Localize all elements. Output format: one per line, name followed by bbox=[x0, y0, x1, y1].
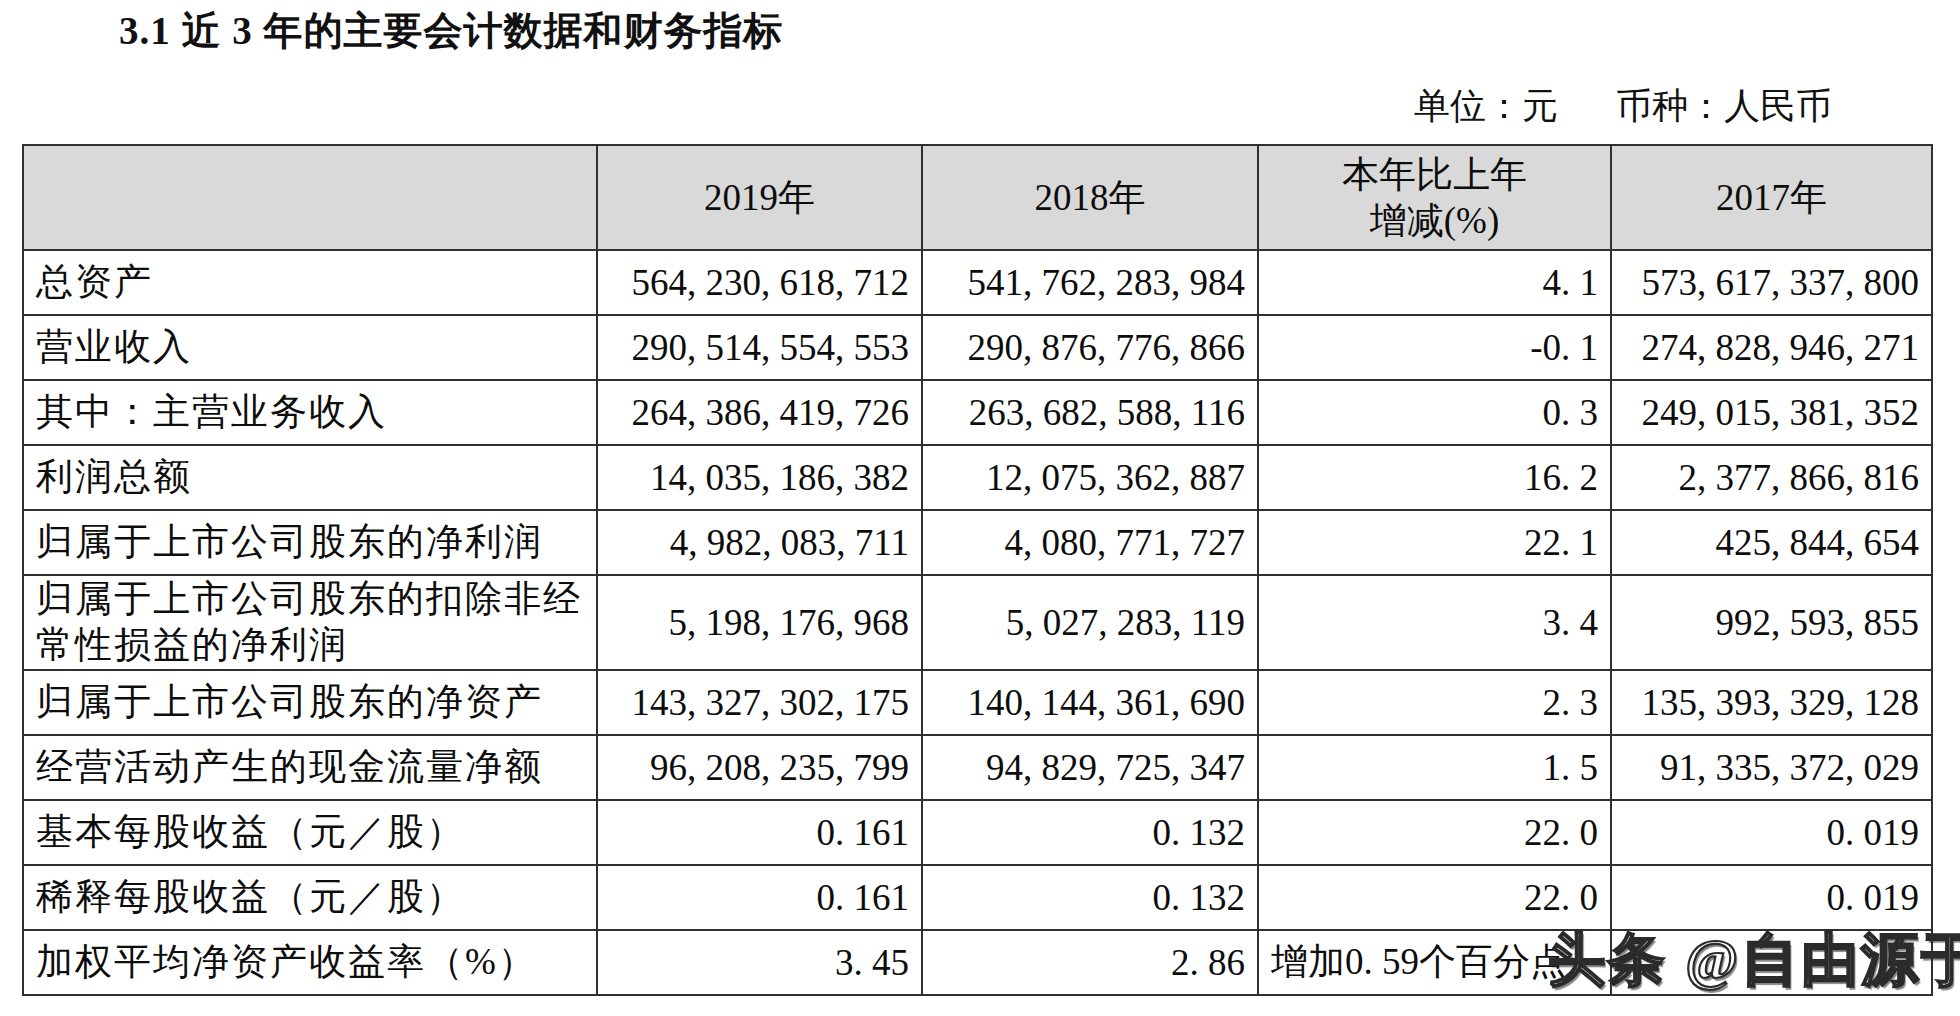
value-2018: 290, 876, 776, 866 bbox=[922, 315, 1258, 380]
value-2019: 96, 208, 235, 799 bbox=[597, 735, 922, 800]
row-label: 稀释每股收益（元／股） bbox=[23, 865, 597, 930]
value-2017: 0. 019 bbox=[1611, 865, 1932, 930]
value-2017: 135, 393, 329, 128 bbox=[1611, 670, 1932, 735]
row-label: 总资产 bbox=[23, 250, 597, 315]
table-row: 经营活动产生的现金流量净额 96, 208, 235, 799 94, 829,… bbox=[23, 735, 1932, 800]
value-2017: 91, 335, 372, 029 bbox=[1611, 735, 1932, 800]
value-2018: 94, 829, 725, 347 bbox=[922, 735, 1258, 800]
table-row: 营业收入 290, 514, 554, 553 290, 876, 776, 8… bbox=[23, 315, 1932, 380]
value-2017: 573, 617, 337, 800 bbox=[1611, 250, 1932, 315]
value-2017: 992, 593, 855 bbox=[1611, 575, 1932, 670]
header-cell-2018: 2018年 bbox=[922, 145, 1258, 250]
header-cell-2019: 2019年 bbox=[597, 145, 922, 250]
table-row: 稀释每股收益（元／股） 0. 161 0. 132 22. 0 0. 019 bbox=[23, 865, 1932, 930]
value-change: 0. 3 bbox=[1258, 380, 1611, 445]
row-label: 归属于上市公司股东的净利润 bbox=[23, 510, 597, 575]
value-2019: 143, 327, 302, 175 bbox=[597, 670, 922, 735]
value-change: 22. 1 bbox=[1258, 510, 1611, 575]
unit-label: 单位：元 bbox=[1414, 82, 1558, 131]
row-label: 归属于上市公司股东的净资产 bbox=[23, 670, 597, 735]
value-2019: 14, 035, 186, 382 bbox=[597, 445, 922, 510]
table-row: 归属于上市公司股东的扣除非经常性损益的净利润 5, 198, 176, 968 … bbox=[23, 575, 1932, 670]
value-2019: 264, 386, 419, 726 bbox=[597, 380, 922, 445]
document-page: 3.1 近 3 年的主要会计数据和财务指标 单位：元 币种：人民币 2019年 … bbox=[0, 0, 1960, 1016]
value-2019: 4, 982, 083, 711 bbox=[597, 510, 922, 575]
value-change: 3. 4 bbox=[1258, 575, 1611, 670]
value-2018: 4, 080, 771, 727 bbox=[922, 510, 1258, 575]
value-2018: 12, 075, 362, 887 bbox=[922, 445, 1258, 510]
value-2018: 541, 762, 283, 984 bbox=[922, 250, 1258, 315]
value-2018: 2. 86 bbox=[922, 930, 1258, 995]
table-row: 总资产 564, 230, 618, 712 541, 762, 283, 98… bbox=[23, 250, 1932, 315]
value-2019: 0. 161 bbox=[597, 800, 922, 865]
value-2017: 249, 015, 381, 352 bbox=[1611, 380, 1932, 445]
value-2019: 5, 198, 176, 968 bbox=[597, 575, 922, 670]
value-2017: 425, 844, 654 bbox=[1611, 510, 1932, 575]
header-cell-change: 本年比上年 增减(%) bbox=[1258, 145, 1611, 250]
value-2017: 0. 019 bbox=[1611, 800, 1932, 865]
table-row: 利润总额 14, 035, 186, 382 12, 075, 362, 887… bbox=[23, 445, 1932, 510]
page-title: 3.1 近 3 年的主要会计数据和财务指标 bbox=[119, 4, 784, 58]
header-change-line2: 增减(%) bbox=[1271, 198, 1598, 244]
value-change: 22. 0 bbox=[1258, 800, 1611, 865]
table-row: 归属于上市公司股东的净利润 4, 982, 083, 711 4, 080, 7… bbox=[23, 510, 1932, 575]
table-row: 其中：主营业务收入 264, 386, 419, 726 263, 682, 5… bbox=[23, 380, 1932, 445]
row-label: 基本每股收益（元／股） bbox=[23, 800, 597, 865]
value-change: 1. 5 bbox=[1258, 735, 1611, 800]
value-change: -0. 1 bbox=[1258, 315, 1611, 380]
row-label: 其中：主营业务收入 bbox=[23, 380, 597, 445]
row-label: 归属于上市公司股东的扣除非经常性损益的净利润 bbox=[23, 575, 597, 670]
value-change: 4. 1 bbox=[1258, 250, 1611, 315]
row-label: 加权平均净资产收益率（%） bbox=[23, 930, 597, 995]
row-label: 营业收入 bbox=[23, 315, 597, 380]
value-2018: 5, 027, 283, 119 bbox=[922, 575, 1258, 670]
financial-indicators-table: 2019年 2018年 本年比上年 增减(%) 2017年 总资产 564, 2… bbox=[22, 144, 1933, 996]
table-header-row: 2019年 2018年 本年比上年 增减(%) 2017年 bbox=[23, 145, 1932, 250]
value-2019: 0. 161 bbox=[597, 865, 922, 930]
value-2018: 0. 132 bbox=[922, 800, 1258, 865]
value-2017: 274, 828, 946, 271 bbox=[1611, 315, 1932, 380]
value-change: 2. 3 bbox=[1258, 670, 1611, 735]
header-cell-2017: 2017年 bbox=[1611, 145, 1932, 250]
value-2018: 263, 682, 588, 116 bbox=[922, 380, 1258, 445]
header-cell-blank bbox=[23, 145, 597, 250]
value-2018: 140, 144, 361, 690 bbox=[922, 670, 1258, 735]
row-label: 利润总额 bbox=[23, 445, 597, 510]
value-2019: 290, 514, 554, 553 bbox=[597, 315, 922, 380]
currency-label: 币种：人民币 bbox=[1616, 82, 1832, 131]
value-change: 16. 2 bbox=[1258, 445, 1611, 510]
value-2019: 564, 230, 618, 712 bbox=[597, 250, 922, 315]
table-row: 基本每股收益（元／股） 0. 161 0. 132 22. 0 0. 019 bbox=[23, 800, 1932, 865]
row-label: 经营活动产生的现金流量净额 bbox=[23, 735, 597, 800]
header-change-line1: 本年比上年 bbox=[1271, 152, 1598, 198]
value-2018: 0. 132 bbox=[922, 865, 1258, 930]
unit-line: 单位：元 币种：人民币 bbox=[1414, 82, 1832, 131]
value-2019: 3. 45 bbox=[597, 930, 922, 995]
value-change: 22. 0 bbox=[1258, 865, 1611, 930]
watermark: 头条 @自由源于 bbox=[1548, 922, 1960, 999]
table-row: 归属于上市公司股东的净资产 143, 327, 302, 175 140, 14… bbox=[23, 670, 1932, 735]
value-2017: 2, 377, 866, 816 bbox=[1611, 445, 1932, 510]
